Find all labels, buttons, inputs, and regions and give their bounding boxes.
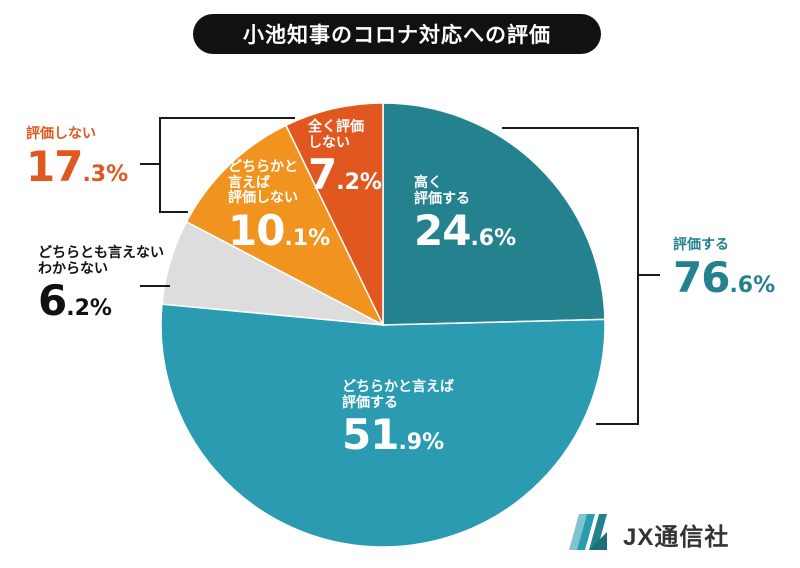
group-label-positive: 評価する 76.6% [673,237,776,302]
logo-text: JX通信社 [623,524,730,551]
slice-label-neutral: どちらとも言えない わからない 6.2% [38,245,164,326]
chart-title: 小池知事のコロナ対応への評価 [193,14,601,54]
slice-label-somewhat-eval: どちらかと言えば 評価する 51.9% [342,379,454,460]
slice-somewhat-eval [160,303,606,548]
slice-high-eval [382,102,606,326]
jx-logo: JX通信社 [569,510,769,554]
slice-label-not-eval-at-all: 全く評価 しない 7.2% [308,119,382,200]
slice-somewhat-not-eval [185,124,385,327]
group-label-negative: 評価しない 17.3% [26,126,129,191]
slice-not-eval-at-all [284,102,384,326]
slice-label-somewhat-not-eval: どちらかと 言えば 評価しない 10.1% [228,159,331,256]
slice-label-high-eval: 高く 評価する 24.6% [414,175,517,256]
jx-logo-icon [569,514,607,550]
